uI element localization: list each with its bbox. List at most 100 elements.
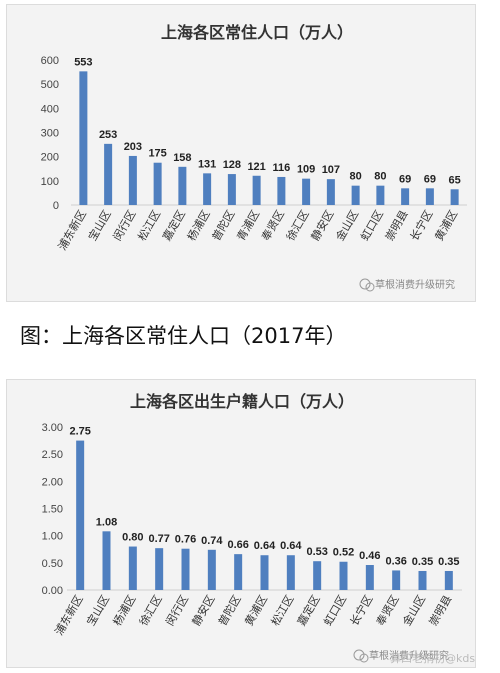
x-category-label: 虹口区: [358, 208, 386, 243]
chart-card-registered-births: 上海各区出生户籍人口（万人） 0.00 0.50 1.00 1.50 2.00 2.50 3.…: [6, 379, 476, 668]
x-category-label: 松江区: [135, 208, 164, 244]
bar: [181, 548, 190, 590]
y-tick-label: 500: [41, 79, 59, 91]
bar: [79, 71, 88, 205]
data-label: 121: [247, 161, 265, 173]
x-category-label: 浦东新区: [52, 593, 86, 638]
y-tick-label: 1.00: [42, 531, 63, 543]
wechat-icon-bubble: [365, 282, 375, 292]
y-tick-label: 100: [41, 176, 59, 188]
y-tick-label: 2.50: [42, 449, 63, 461]
x-category-label: 嘉定区: [294, 593, 323, 629]
data-label: 0.64: [280, 540, 302, 552]
bar: [128, 546, 137, 590]
x-category-label: 静安区: [189, 593, 218, 629]
bar-chart-resident-population: 上海各区常住人口（万人） 0 100 200 300 400 500 600 553 浦东新区 25…: [41, 23, 467, 292]
y-tick-label: 0: [53, 200, 59, 212]
bar: [155, 548, 164, 590]
bar: [302, 178, 311, 205]
bar: [203, 173, 212, 205]
data-label: 109: [297, 164, 315, 176]
bar: [450, 189, 459, 205]
x-category-label: 闵行区: [110, 208, 139, 244]
x-category-label: 虹口区: [321, 593, 349, 628]
data-label: 0.46: [359, 550, 380, 562]
bar: [178, 166, 187, 205]
data-label: 158: [173, 152, 191, 164]
data-label: 80: [350, 171, 362, 183]
bar: [392, 570, 401, 590]
data-label: 107: [322, 164, 340, 176]
x-category-label: 静安区: [308, 208, 337, 244]
bar: [286, 555, 295, 590]
bar: [76, 440, 85, 590]
image-watermark: 算四老捐初@kds: [390, 652, 476, 665]
chart-watermark: 草根消费升级研究: [375, 278, 455, 291]
data-label: 253: [99, 129, 117, 141]
x-category-label: 金山区: [399, 593, 428, 629]
bar: [418, 570, 427, 590]
x-category-label: 崇明县: [383, 208, 411, 243]
data-label: 175: [148, 148, 166, 160]
figure-caption: 图：上海各区常住人口（2017年）: [20, 324, 347, 348]
chart-title: 上海各区常住人口（万人）: [161, 23, 353, 42]
bar: [102, 531, 111, 590]
bar: [153, 162, 162, 205]
x-category-label: 徐汇区: [136, 593, 165, 629]
data-label: 0.76: [175, 534, 196, 546]
data-label: 0.53: [306, 546, 327, 558]
bar: [351, 185, 360, 205]
bar: [277, 176, 286, 205]
y-tick-label: 0.00: [42, 585, 63, 597]
data-label: 553: [74, 56, 92, 68]
data-label: 128: [223, 159, 241, 171]
bar: [260, 555, 269, 590]
data-label: 80: [374, 171, 386, 183]
bar: [376, 185, 385, 205]
chart-watermark: 草根消费升级研究: [369, 649, 449, 662]
y-tick-label: 400: [41, 103, 59, 115]
bar: [444, 570, 453, 590]
bar: [313, 561, 322, 590]
x-category-label: 普陀区: [215, 593, 244, 629]
bar-chart-registered-births: 上海各区出生户籍人口（万人） 0.00 0.50 1.00 1.50 2.00 2.50 3.…: [42, 392, 462, 663]
x-category-label: 崇明县: [427, 593, 455, 628]
data-label: 0.36: [385, 555, 406, 567]
x-category-label: 徐汇区: [283, 208, 312, 244]
data-label: 1.08: [96, 516, 117, 528]
x-category-label: 黄浦区: [241, 593, 270, 629]
bar: [227, 174, 236, 205]
x-category-label: 金山区: [333, 208, 362, 244]
bar: [326, 179, 335, 205]
data-label: 131: [198, 158, 216, 170]
data-label: 0.64: [254, 540, 276, 552]
x-category-label: 普陀区: [209, 208, 238, 244]
x-category-label: 杨浦区: [110, 593, 139, 629]
x-category-label: 奉贤区: [258, 208, 287, 244]
data-label: 69: [399, 173, 411, 185]
data-label: 2.75: [69, 426, 90, 438]
data-label: 65: [449, 174, 461, 186]
wechat-icon: [353, 649, 365, 661]
data-label: 0.80: [122, 532, 143, 544]
bar: [365, 565, 374, 590]
y-tick-label: 3.00: [42, 422, 63, 434]
data-label: 0.66: [227, 539, 248, 551]
x-category-label: 黄浦区: [432, 208, 461, 244]
y-tick-label: 1.50: [42, 504, 63, 516]
y-tick-label: 300: [41, 128, 59, 140]
bar: [234, 554, 243, 590]
x-category-label: 青浦区: [234, 208, 262, 243]
x-category-label: 嘉定区: [159, 208, 188, 244]
data-label: 116: [273, 162, 291, 174]
bar: [252, 175, 261, 205]
y-tick-label: 2.00: [42, 476, 63, 488]
data-label: 69: [424, 173, 436, 185]
bar: [207, 549, 216, 590]
bar: [401, 188, 410, 205]
data-label: 0.52: [333, 547, 354, 559]
chart-card-resident-population: 上海各区常住人口（万人） 0 100 200 300 400 500 600 553 浦东新区 25…: [6, 4, 476, 302]
x-category-label: 宝山区: [85, 208, 114, 244]
chart-title: 上海各区出生户籍人口（万人）: [130, 392, 354, 411]
x-category-label: 杨浦区: [184, 208, 213, 244]
